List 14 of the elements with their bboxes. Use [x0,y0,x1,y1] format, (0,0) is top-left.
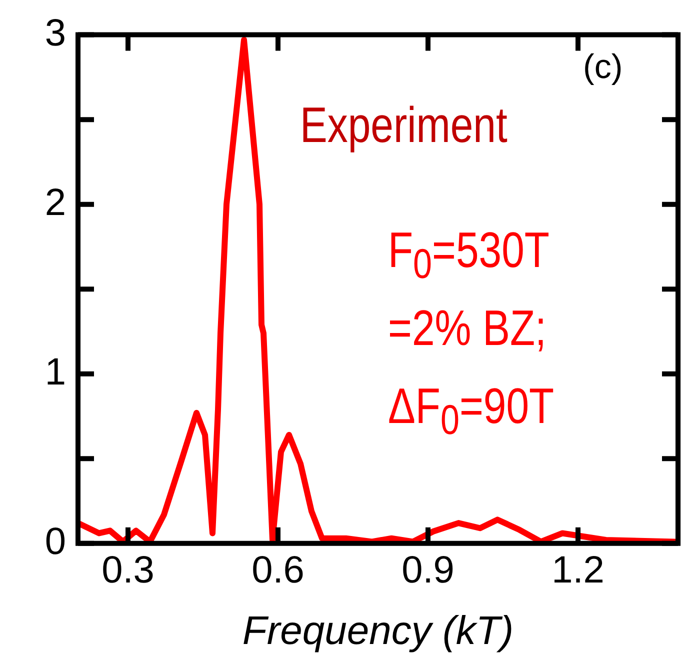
x-axis-title: Frequency (kT) [242,609,514,654]
y-tick-label: 0 [44,520,66,563]
x-tick-label: 0.6 [252,550,304,592]
x-tick-label: 0.9 [402,550,454,592]
x-tick-label: 1.2 [552,550,604,592]
annotation: (c) [583,48,623,86]
y-tick-label: 3 [44,12,66,54]
y-tick-label: 2 [44,182,66,224]
annotation: =2% BZ; [388,300,546,356]
x-tick-label: 0.3 [102,550,154,592]
y-tick-label: 1 [44,351,66,394]
annotation: F$_{0}$=530T [388,222,550,287]
annotation: Experiment [300,97,508,153]
annotation: ΔF$_{0}$=90T [388,378,554,443]
